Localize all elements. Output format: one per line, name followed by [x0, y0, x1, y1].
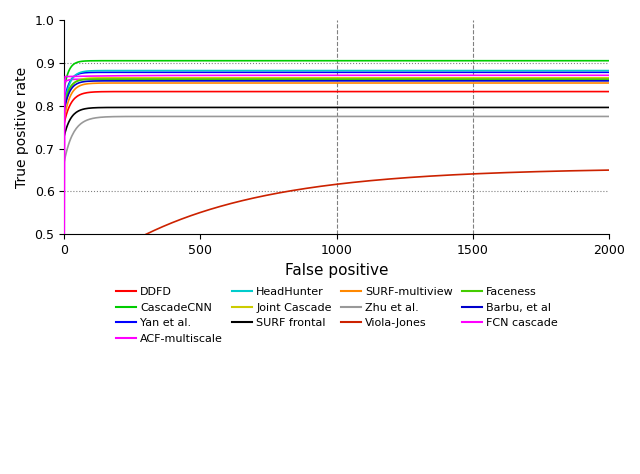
- X-axis label: False positive: False positive: [285, 263, 388, 278]
- Legend: DDFD, CascadeCNN, Yan et al., ACF-multiscale, HeadHunter, Joint Cascade, SURF fr: DDFD, CascadeCNN, Yan et al., ACF-multis…: [111, 283, 563, 348]
- Y-axis label: True positive rate: True positive rate: [15, 66, 29, 188]
